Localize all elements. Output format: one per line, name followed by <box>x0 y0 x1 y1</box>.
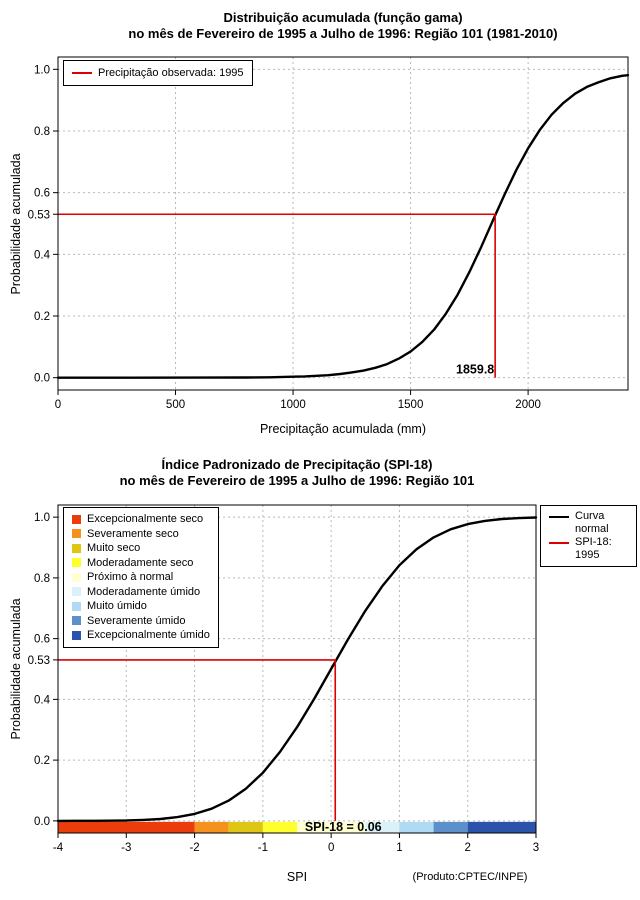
category-color-swatch-icon <box>72 514 81 524</box>
x-tick-label: -3 <box>121 842 131 854</box>
normal-cdf-curve <box>56 516 538 823</box>
spi-curve-legend: Curva normal SPI-18: 1995 <box>540 505 637 567</box>
x-tick-label: 3 <box>533 842 539 854</box>
y-tick-label: 0.6 <box>34 634 50 646</box>
spi-colorbar-segment <box>467 821 536 833</box>
x-tick-label: 1 <box>396 842 402 854</box>
observed-reference-lines <box>58 659 337 821</box>
gamma-cdf-curve <box>56 74 630 379</box>
chart2-y-axis-label: Probabilidade acumulada <box>9 598 23 740</box>
spi-category-legend: Excepcionalmente seco Severamente seco Mui… <box>63 507 219 648</box>
spi-colorbar-segment <box>297 821 366 833</box>
category-color-swatch-icon <box>72 543 81 553</box>
legend-label: Precipitação observada: 1995 <box>98 67 244 79</box>
category-label: Excepcionalmente seco <box>87 513 204 525</box>
y-tick-label: 0.8 <box>34 126 50 138</box>
category-color-swatch-icon <box>72 529 81 539</box>
category-label: Severamente úmido <box>87 614 186 627</box>
spi-cdf-plot-canvas: -4 -3 -2 -1 0 1 2 3 0.0 0.2 0.4 0.6 0.8 1.0 0.53 SPI-18… <box>28 504 539 854</box>
legend-item: Precipitação observada: 1995 <box>72 65 244 81</box>
category-color-swatch-icon <box>72 601 81 611</box>
chart1-subtitle: no mês de Fevereiro de 1995 a Julho de 1… <box>128 26 558 41</box>
spi-category-legend-item: Moderadamente úmido <box>72 585 210 600</box>
x-tick-label: -4 <box>53 842 64 854</box>
chart1-y-axis-label: Probabilidade acumulada <box>9 153 23 295</box>
legend-label: Curva normal <box>575 510 609 535</box>
spi-colorbar-segment <box>262 821 297 833</box>
x-tick-label: 2000 <box>515 399 541 411</box>
y-tick-label: 0.4 <box>34 694 51 706</box>
y-tick-label: 1.0 <box>34 64 50 76</box>
special-y-tick-label: 0.53 <box>28 209 50 221</box>
spi-value-label: SPI-18 = 0.06 <box>305 820 382 834</box>
chart1-legend: Precipitação observada: 1995 <box>63 60 253 86</box>
category-label: Moderadamente úmido <box>87 585 201 598</box>
x-tick-label: 1500 <box>398 399 424 411</box>
spi-category-legend-item: Muito seco <box>72 541 210 556</box>
spi-colorbar-segment <box>433 821 468 833</box>
spi-category-legend-item: Moderadamente seco <box>72 556 210 571</box>
spi-colorbar-segment <box>58 821 195 833</box>
x-tick-label: 500 <box>166 399 185 411</box>
y-tick-label: 0.4 <box>34 249 51 261</box>
spi-colorbar-segment <box>399 821 434 833</box>
x-tick-label: -2 <box>189 842 199 854</box>
y-tick-label: 1.0 <box>34 512 50 524</box>
spi-colorbar-segment <box>194 821 229 833</box>
x-tick-label: 0 <box>328 842 334 854</box>
category-label: Moderadamente seco <box>87 556 194 569</box>
spi-colorbar-segment <box>365 821 400 833</box>
plot-box <box>57 56 629 391</box>
spi-colorbar-segment <box>228 821 263 833</box>
legend-line-sample-icon <box>72 72 92 74</box>
spi-category-legend-item: Próximo à normal <box>72 570 210 585</box>
x-tick-label: 1000 <box>280 399 306 411</box>
chart2-title: Índice Padronizado de Precipitação (SPI-… <box>161 457 433 472</box>
spi-category-legend-item: Severamente seco <box>72 527 210 542</box>
chart2-x-axis-label: SPI <box>286 870 308 884</box>
spi-category-legend-item: Severamente úmido <box>72 614 210 629</box>
category-label: Próximo à normal <box>87 571 174 583</box>
y-tick-label: 0.0 <box>34 816 50 828</box>
legend-item: Curva normal <box>549 510 628 536</box>
category-color-swatch-icon <box>72 572 81 582</box>
legend-line-sample-icon <box>549 542 569 544</box>
category-label: Muito seco <box>87 542 141 554</box>
observed-precip-value-label: 1859.8 <box>456 363 494 377</box>
category-label: Severamente seco <box>87 527 179 540</box>
category-label: Excepcionalmente úmido <box>87 629 210 641</box>
observed-reference-lines <box>58 213 496 378</box>
chart1-x-axis-label: Precipitação acumulada (mm) <box>259 422 427 436</box>
legend-item: SPI-18: 1995 <box>549 536 628 562</box>
category-label: Muito úmido <box>87 600 147 612</box>
plot-box <box>57 504 537 834</box>
category-color-swatch-icon <box>72 630 81 640</box>
chart2-subtitle: no mês de Fevereiro de 1995 a Julho de 1… <box>119 473 475 488</box>
chart1-title: Distribuição acumulada (função gama) <box>223 10 463 25</box>
legend-label: SPI-18: 1995 <box>575 536 612 561</box>
gamma-cdf-plot-canvas: 0 500 1000 1500 2000 0.0 0.2 0.4 0.6 0.8 1.0 0.53 18… <box>28 56 630 411</box>
y-tick-label: 0.2 <box>34 311 50 323</box>
y-tick-label: 0.0 <box>34 373 50 385</box>
y-tick-label: 0.6 <box>34 188 50 200</box>
product-credit: (Produto:CPTEC/INPE) <box>412 871 528 883</box>
category-color-swatch-icon <box>72 587 81 597</box>
category-color-swatch-icon <box>72 616 81 626</box>
special-y-tick-label: 0.53 <box>28 655 50 667</box>
legend-line-sample-icon <box>549 516 569 518</box>
x-tick-label: 2 <box>465 842 471 854</box>
x-tick-label: 0 <box>55 399 61 411</box>
spi-category-legend-item: Muito úmido <box>72 599 210 614</box>
category-color-swatch-icon <box>72 558 81 568</box>
spi-category-legend-item: Excepcionalmente seco <box>72 512 210 527</box>
spi-category-legend-item: Excepcionalmente úmido <box>72 628 210 643</box>
y-tick-label: 0.8 <box>34 573 50 585</box>
x-tick-label: -1 <box>258 842 268 854</box>
spi-cdf-chart: -4 -3 -2 -1 0 1 2 3 0.0 0.2 0.4 0.6 0.8 1.0 0.53 SPI-18… <box>0 450 640 900</box>
y-tick-label: 0.2 <box>34 755 50 767</box>
gamma-cdf-chart: 0 500 1000 1500 2000 0.0 0.2 0.4 0.6 0.8 1.0 0.53 18… <box>9 10 630 436</box>
